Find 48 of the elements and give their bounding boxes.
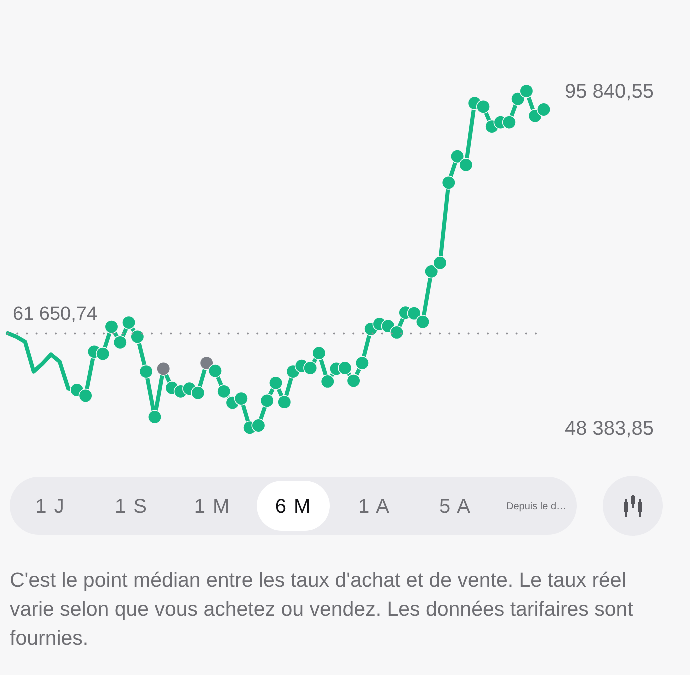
point — [96, 347, 110, 362]
point — [200, 356, 214, 370]
text: 1 M — [194, 496, 231, 518]
point — [122, 316, 136, 330]
point — [269, 376, 283, 390]
point — [424, 264, 439, 279]
point — [234, 392, 248, 406]
point — [390, 326, 404, 340]
point — [217, 384, 232, 399]
point — [442, 176, 456, 190]
y-tick-label: 48 383,85 — [565, 418, 654, 440]
point — [346, 374, 361, 388]
point — [113, 336, 128, 350]
point — [104, 320, 119, 334]
text: 1 S — [114, 496, 148, 518]
point — [537, 102, 551, 117]
text: 6 M — [275, 496, 312, 518]
point — [520, 84, 534, 98]
point — [450, 150, 465, 164]
point — [304, 361, 318, 376]
point — [312, 346, 326, 360]
point — [191, 386, 206, 400]
point — [278, 395, 292, 410]
point — [130, 330, 145, 344]
point — [260, 394, 274, 408]
point — [78, 388, 93, 403]
point — [433, 256, 448, 270]
text: 1 J — [36, 496, 66, 518]
point — [252, 418, 266, 433]
ref-line-label: 61 650,74 — [13, 304, 98, 325]
text: C'est le point médian entre les taux d'achat et de vente. Le taux réel varie selon que vous achetez ou vendez. Les données tarifaires sont fournies. — [10, 569, 634, 650]
point — [502, 116, 516, 130]
point — [139, 364, 154, 379]
point — [338, 361, 352, 376]
y-tick-label: 95 840,55 — [565, 81, 654, 103]
text: 5 A — [440, 496, 472, 518]
point — [208, 364, 222, 378]
point — [148, 410, 162, 424]
text: 1 A — [358, 496, 390, 518]
point — [320, 374, 335, 389]
point — [459, 158, 474, 172]
point — [476, 100, 490, 114]
point — [407, 306, 422, 321]
text: Depuis le d… — [506, 502, 567, 512]
point — [416, 315, 430, 330]
point — [156, 362, 171, 376]
point — [511, 92, 526, 106]
point — [355, 356, 370, 370]
